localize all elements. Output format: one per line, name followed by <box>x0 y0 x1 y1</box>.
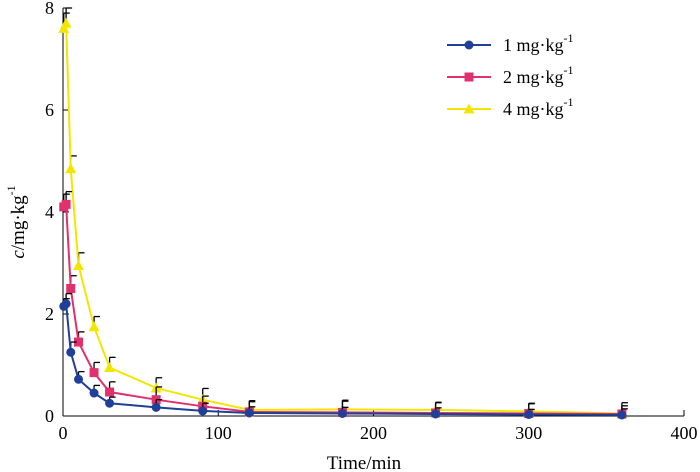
legend-label-text: 2 mg·kg <box>503 67 564 87</box>
series-line <box>63 201 622 415</box>
series-1 <box>59 292 628 420</box>
y-axis-label-italic: c <box>8 250 29 259</box>
data-point <box>58 22 70 33</box>
data-point <box>88 321 100 332</box>
data-point <box>431 409 441 419</box>
data-point <box>151 402 161 412</box>
y-tick-label: 4 <box>45 202 54 222</box>
axis-ticks: 0 100 200 300 400 0 2 4 6 8 <box>45 0 698 443</box>
legend-label-text: 1 mg·kg <box>503 35 564 55</box>
legend-label-text: 4 mg·kg <box>503 99 564 119</box>
legend: 1 mg·kg-12 mg·kg-14 mg·kg-1 <box>447 31 574 119</box>
x-tick-label: 100 <box>205 423 232 443</box>
x-tick-label: 300 <box>515 423 542 443</box>
series-2 <box>59 190 628 419</box>
data-point <box>105 387 115 397</box>
y-tick-label: 8 <box>45 0 54 18</box>
data-point <box>104 362 116 373</box>
x-tick-label: 400 <box>671 423 698 443</box>
legend-marker <box>464 40 474 50</box>
data-point <box>524 409 534 419</box>
y-tick-label: 2 <box>45 304 54 324</box>
legend-item: 2 mg·kg-1 <box>447 63 574 87</box>
data-point <box>61 199 71 209</box>
y-axis-label-text: /mg·kg <box>8 195 29 250</box>
data-point <box>66 347 76 357</box>
x-axis-label: Time/min <box>327 453 402 472</box>
y-tick-label: 6 <box>45 100 54 120</box>
y-axis-label-sup: -1 <box>4 185 18 195</box>
data-point <box>73 260 85 271</box>
data-point <box>89 388 99 398</box>
y-tick-label: 0 <box>45 406 54 426</box>
data-point <box>65 163 77 174</box>
data-point <box>244 408 254 418</box>
legend-label-sup: -1 <box>564 63 574 77</box>
data-point <box>74 374 84 384</box>
legend-marker <box>464 72 474 82</box>
legend-marker <box>463 103 475 114</box>
x-tick-label: 200 <box>360 423 387 443</box>
data-point <box>74 337 84 347</box>
data-point <box>105 398 115 408</box>
data-point <box>337 408 347 418</box>
legend-label-sup: -1 <box>564 31 574 45</box>
legend-label: 1 mg·kg-1 <box>503 31 574 55</box>
legend-label-sup: -1 <box>564 95 574 109</box>
data-point <box>60 17 72 28</box>
legend-item: 4 mg·kg-1 <box>447 95 574 119</box>
data-point <box>66 284 76 293</box>
legend-label: 4 mg·kg-1 <box>503 95 574 119</box>
x-tick-label: 0 <box>59 423 68 443</box>
data-point <box>198 406 208 416</box>
y-axis-label: c/mg·kg-1 <box>4 185 29 258</box>
series-layer <box>58 7 628 420</box>
legend-item: 1 mg·kg-1 <box>447 31 574 55</box>
data-point <box>61 299 71 309</box>
legend-label: 2 mg·kg-1 <box>503 63 574 87</box>
data-point <box>617 410 627 420</box>
plot-frame <box>62 8 684 417</box>
data-point <box>89 368 99 378</box>
